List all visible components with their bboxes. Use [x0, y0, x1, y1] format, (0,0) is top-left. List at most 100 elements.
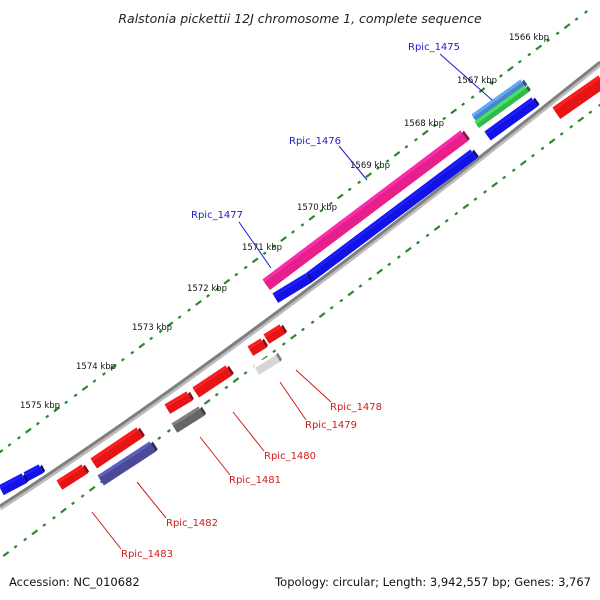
feature-track — [0, 75, 600, 496]
feature-red-small[interactable] — [166, 394, 193, 414]
minor-tick — [262, 251, 267, 256]
gene-label-rpic-1475[interactable]: Rpic_1475 — [408, 42, 460, 53]
feature-rpic-1475-b[interactable] — [476, 88, 529, 129]
minor-tick — [461, 102, 466, 107]
major-tick — [577, 116, 585, 123]
minor-tick — [166, 429, 171, 433]
feature-rpic-1475-a-end — [522, 79, 528, 87]
inner-tick-ring — [2, 103, 600, 557]
minor-tick — [328, 201, 333, 206]
gene-label-rpic-1476[interactable]: Rpic_1476 — [289, 136, 341, 147]
major-tick — [203, 398, 211, 405]
kbp-label: 1571 kbp — [242, 243, 282, 253]
minor-tick — [598, 103, 600, 107]
feature-right-blue[interactable] — [486, 100, 538, 141]
feature-rpic-1476-blue[interactable] — [307, 152, 477, 283]
feature-rpic-1482-red-end — [138, 427, 145, 438]
major-tick — [88, 485, 96, 492]
outer-tick-ring — [0, 10, 588, 454]
feature-rpic-1482-purple-top — [97, 441, 151, 478]
feature-rpic-1478-b[interactable] — [265, 327, 286, 344]
feature-rpic-1476-pink[interactable] — [264, 133, 469, 290]
minor-tick — [281, 342, 286, 346]
kbp-label: 1573 kbp — [132, 323, 172, 333]
major-tick — [421, 129, 429, 136]
feature-left-blue-b-end — [40, 464, 46, 474]
minor-tick — [234, 272, 239, 277]
major-tick — [462, 203, 470, 210]
major-tick — [347, 290, 355, 297]
backbone-shadow — [0, 62, 600, 511]
feature-rpic-1480-end — [227, 365, 234, 376]
minor-tick — [16, 435, 21, 440]
minor-tick — [454, 211, 459, 216]
gene-label-rpic-1477[interactable]: Rpic_1477 — [191, 210, 243, 221]
minor-tick — [404, 144, 409, 149]
feature-right-blue-end — [533, 97, 540, 107]
major-tick — [60, 507, 67, 514]
minor-tick — [272, 244, 277, 249]
feature-rpic-1476-pink-top — [262, 130, 462, 282]
feature-red-small-end — [188, 391, 194, 401]
minor-tick — [301, 327, 305, 332]
minor-tick — [498, 74, 503, 78]
feature-rpic-1481[interactable] — [173, 409, 205, 433]
feature-rpic-1483[interactable] — [58, 467, 88, 490]
feature-left-blue-a[interactable] — [0, 476, 27, 496]
feature-rpic-1482-purple[interactable] — [99, 444, 156, 486]
gene-label-rpic-1479[interactable]: Rpic_1479 — [305, 420, 357, 431]
minor-tick — [385, 159, 390, 163]
gene-label-rpic-1478[interactable]: Rpic_1478 — [330, 402, 382, 413]
minor-tick — [416, 240, 420, 245]
feature-rpic-1477-blue-end — [307, 273, 313, 283]
minor-tick — [413, 137, 418, 142]
major-tick — [433, 225, 441, 232]
feature-rpic-1480[interactable] — [194, 368, 232, 398]
major-tick — [308, 214, 316, 221]
feature-rpic-1477-blue[interactable] — [274, 276, 312, 303]
gene-label-rpic-1482[interactable]: Rpic_1482 — [166, 518, 218, 529]
feature-left-blue-b[interactable] — [25, 467, 44, 482]
feature-left-blue-a-end — [23, 473, 29, 484]
major-tick — [376, 268, 384, 275]
leader-rpic-1479 — [279, 381, 307, 421]
feature-right-red[interactable] — [554, 78, 600, 120]
minor-tick — [357, 180, 362, 185]
major-tick — [31, 529, 39, 536]
minor-tick — [187, 308, 191, 312]
major-tick — [81, 385, 89, 392]
kbp-label: 1566 kbp — [509, 33, 549, 43]
minor-tick — [177, 315, 182, 320]
kbp-label: 1567 kbp — [457, 76, 497, 86]
minor-tick — [444, 219, 449, 223]
feature-rpic-1482-red[interactable] — [92, 430, 144, 469]
minor-tick — [291, 230, 295, 234]
feature-rpic-1475-a[interactable] — [473, 82, 526, 122]
minor-tick — [368, 276, 373, 281]
minor-tick — [517, 59, 522, 64]
gene-label-rpic-1483[interactable]: Rpic_1483 — [121, 549, 173, 560]
major-tick — [138, 342, 146, 349]
minor-tick — [64, 400, 69, 405]
major-tick — [290, 333, 297, 340]
major-tick — [365, 172, 372, 179]
feature-left-blue-b-top — [23, 464, 40, 475]
major-tick — [491, 181, 498, 188]
minor-tick — [511, 168, 516, 173]
gene-label-rpic-1480[interactable]: Rpic_1480 — [264, 451, 316, 462]
feature-rpic-1478-a[interactable] — [249, 341, 267, 356]
leader-rpic-1476 — [338, 145, 368, 181]
minor-tick — [432, 123, 437, 128]
feature-rpic-1479[interactable] — [255, 355, 281, 375]
minor-tick — [425, 233, 430, 238]
feature-rpic-1477-blue-top — [272, 273, 307, 296]
major-tick — [405, 246, 412, 253]
leader-rpic-1483 — [91, 511, 122, 550]
minor-tick — [396, 255, 401, 259]
minor-tick — [23, 537, 28, 542]
gene-label-rpic-1481[interactable]: Rpic_1481 — [229, 475, 281, 486]
feature-left-blue-a-top — [0, 473, 23, 488]
feature-rpic-1479-end — [276, 352, 283, 362]
kbp-label: 1574 kbp — [76, 362, 116, 372]
minor-tick — [559, 132, 564, 136]
